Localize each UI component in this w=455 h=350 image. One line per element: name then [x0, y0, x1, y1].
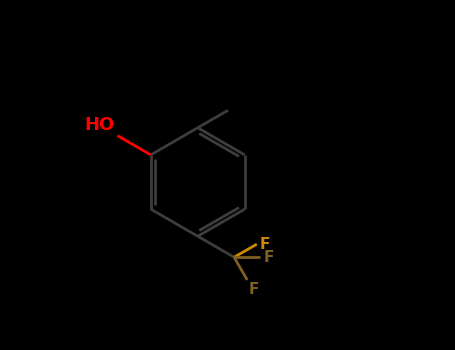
Text: F: F	[263, 250, 273, 265]
Text: HO: HO	[84, 116, 115, 134]
Text: F: F	[249, 282, 259, 297]
Text: F: F	[260, 237, 270, 252]
